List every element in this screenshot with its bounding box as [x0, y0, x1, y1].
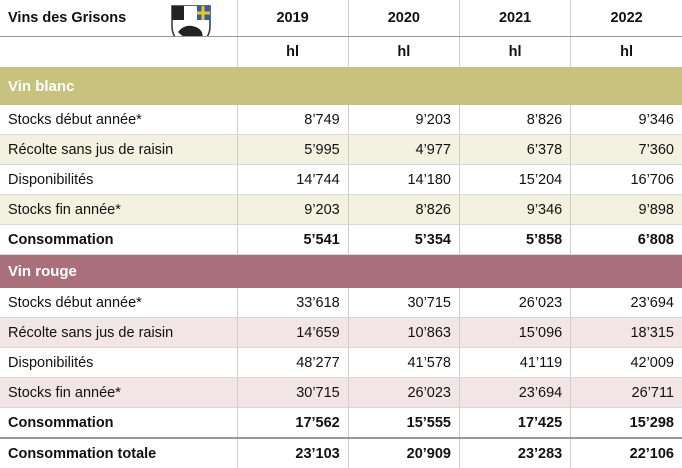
unit-header: hl [347, 36, 460, 67]
value-cell: 10’863 [347, 317, 460, 348]
section-title: Vin rouge [0, 254, 682, 288]
value-cell: 23’694 [570, 288, 682, 318]
value-cell: 15’555 [347, 407, 460, 439]
data-row: Stocks fin année* 9’203 8’826 9’346 9’898 [0, 194, 682, 225]
total-row: Consommation totale 23’103 20’909 23’283 22’… [0, 437, 682, 468]
value-cell: 9’898 [570, 194, 682, 225]
value-cell: 4’977 [347, 134, 460, 165]
year-header: 2019 [236, 0, 349, 37]
value-cell: 8’826 [458, 105, 571, 135]
year-header: 2021 [458, 0, 571, 37]
value-cell: 16’706 [570, 164, 682, 195]
value-cell: 30’715 [236, 377, 349, 408]
blank-cell [0, 37, 237, 68]
section-row: Vin blanc [0, 67, 682, 105]
section-title: Vin blanc [0, 67, 682, 105]
value-cell: 17’425 [458, 407, 571, 439]
value-cell: 41’119 [458, 347, 571, 378]
value-cell: 6’808 [570, 224, 682, 255]
value-cell: 23’283 [458, 437, 571, 468]
value-cell: 9’203 [347, 105, 460, 135]
section-row: Vin rouge [0, 254, 682, 288]
row-label: Stocks fin année* [0, 377, 237, 408]
unit-row: hl hl hl hl [0, 36, 682, 68]
value-cell: 5’354 [347, 224, 460, 255]
value-cell: 15’096 [458, 317, 571, 348]
value-cell: 9’346 [570, 105, 682, 135]
data-row: Stocks début année* 33’618 30’715 26’023 23’… [0, 288, 682, 318]
unit-header: hl [570, 36, 682, 67]
row-label: Stocks fin année* [0, 194, 237, 225]
value-cell: 14’180 [347, 164, 460, 195]
data-row: Récolte sans jus de raisin 14’659 10’863 15… [0, 317, 682, 348]
value-cell: 9’346 [458, 194, 571, 225]
value-cell: 14’744 [236, 164, 349, 195]
row-label: Récolte sans jus de raisin [0, 134, 237, 165]
row-label: Disponibilités [0, 164, 237, 195]
value-cell: 5’858 [458, 224, 571, 255]
data-row: Disponibilités 14’744 14’180 15’204 16’706 [0, 164, 682, 195]
value-cell: 15’298 [570, 407, 682, 439]
value-cell: 18’315 [570, 317, 682, 348]
year-header: 2020 [347, 0, 460, 37]
data-row: Consommation 17’562 15’555 17’425 15’298 [0, 407, 682, 439]
value-cell: 15’204 [458, 164, 571, 195]
value-cell: 22’106 [570, 437, 682, 468]
value-cell: 8’826 [347, 194, 460, 225]
value-cell: 5’995 [236, 134, 349, 165]
value-cell: 26’023 [458, 288, 571, 318]
coat-of-arms [171, 5, 211, 36]
value-cell: 33’618 [236, 288, 349, 318]
data-row: Stocks fin année* 30’715 26’023 23’694 26’71… [0, 377, 682, 408]
data-row: Consommation 5’541 5’354 5’858 6’808 [0, 224, 682, 255]
unit-header: hl [458, 36, 571, 67]
value-cell: 23’694 [458, 377, 571, 408]
value-cell: 23’103 [236, 437, 349, 468]
data-row: Disponibilités 48’277 41’578 41’119 42’009 [0, 347, 682, 378]
value-cell: 9’203 [236, 194, 349, 225]
value-cell: 5’541 [236, 224, 349, 255]
value-cell: 48’277 [236, 347, 349, 378]
value-cell: 8’749 [236, 105, 349, 135]
row-label: Récolte sans jus de raisin [0, 317, 237, 348]
row-label: Consommation totale [0, 437, 237, 468]
data-row: Stocks début année* 8’749 9’203 8’826 9’346 [0, 105, 682, 135]
row-label: Stocks début année* [0, 105, 237, 135]
data-row: Récolte sans jus de raisin 5’995 4’977 6’37… [0, 134, 682, 165]
unit-header: hl [236, 36, 349, 67]
value-cell: 17’562 [236, 407, 349, 439]
value-cell: 30’715 [347, 288, 460, 318]
value-cell: 14’659 [236, 317, 349, 348]
row-label: Disponibilités [0, 347, 237, 378]
row-label: Consommation [0, 224, 237, 255]
value-cell: 20’909 [347, 437, 460, 468]
value-cell: 26’023 [347, 377, 460, 408]
header-row: Vins des Grisons 2019 2020 2021 2022 [0, 0, 682, 37]
value-cell: 6’378 [458, 134, 571, 165]
value-cell: 26’711 [570, 377, 682, 408]
row-label: Consommation [0, 407, 237, 439]
row-label: Stocks début année* [0, 288, 237, 318]
year-header: 2022 [570, 0, 682, 37]
value-cell: 41’578 [347, 347, 460, 378]
value-cell: 7’360 [570, 134, 682, 165]
table-title: Vins des Grisons [0, 0, 237, 37]
value-cell: 42’009 [570, 347, 682, 378]
